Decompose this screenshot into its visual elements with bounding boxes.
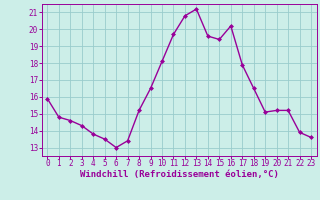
X-axis label: Windchill (Refroidissement éolien,°C): Windchill (Refroidissement éolien,°C) <box>80 170 279 179</box>
